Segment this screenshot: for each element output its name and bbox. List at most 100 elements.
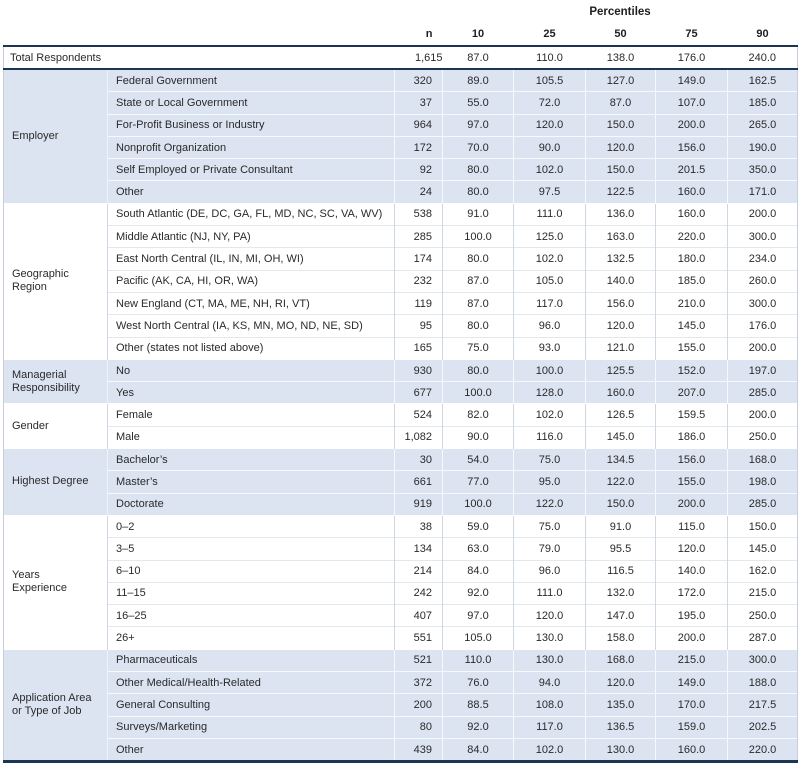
row-label-cell: Male xyxy=(107,425,395,449)
percentile-cell: 120.0 xyxy=(513,113,586,137)
n-cell: 524 xyxy=(394,403,443,427)
percentile-cell: 285.0 xyxy=(726,381,799,404)
percentile-cell: 170.0 xyxy=(655,693,728,717)
percentile-cell: 120.0 xyxy=(655,537,728,561)
percentile-cell: 102.0 xyxy=(513,403,586,427)
percentile-cell: 156.0 xyxy=(655,135,728,159)
percentile-cell: 82.0 xyxy=(442,403,514,427)
percentile-cell: 160.0 xyxy=(585,381,656,404)
percentile-cell: 300.0 xyxy=(726,225,799,248)
percentile-cell: 190.0 xyxy=(726,135,799,159)
percentile-cell: 200.0 xyxy=(726,403,799,427)
percentile-cell: 55.0 xyxy=(442,91,514,115)
percentile-cell: 102.0 xyxy=(513,158,586,181)
percentile-cell: 122.0 xyxy=(585,470,656,494)
total-percentile-cell: 87.0 xyxy=(442,46,514,70)
percentile-cell: 207.0 xyxy=(655,381,728,404)
n-cell: 285 xyxy=(394,225,443,248)
percentile-cell: 130.0 xyxy=(585,737,656,762)
percentile-cell: 97.0 xyxy=(442,113,514,137)
percentile-cell: 158.0 xyxy=(585,626,656,650)
percentile-cell: 127.0 xyxy=(585,68,656,92)
percentile-cell: 197.0 xyxy=(726,358,799,382)
percentile-cell: 79.0 xyxy=(513,537,586,561)
percentile-cell: 115.0 xyxy=(655,514,728,538)
table-row: Other (states not listed above) 165 75.0 93… xyxy=(4,336,799,360)
percentiles-title-row: Percentiles xyxy=(3,2,798,22)
percentile-cell: 93.0 xyxy=(513,336,586,360)
percentile-cell: 168.0 xyxy=(726,448,799,471)
percentile-cell: 200.0 xyxy=(655,113,728,137)
percentile-cell: 168.0 xyxy=(585,648,656,672)
percentile-cell: 116.0 xyxy=(513,425,586,449)
table-row: Nonprofit Organization 172 70.0 90.0 120.0 15… xyxy=(4,135,799,159)
percentile-cell: 100.0 xyxy=(513,358,586,382)
percentile-cell: 91.0 xyxy=(585,514,656,538)
percentile-cell: 185.0 xyxy=(726,91,799,115)
header-spacer xyxy=(3,22,395,47)
percentile-cell: 70.0 xyxy=(442,135,514,159)
percentile-cell: 107.0 xyxy=(655,91,728,115)
percentile-cell: 97.0 xyxy=(442,604,514,627)
table-row: East North Central (IL, IN, MI, OH, WI) 1… xyxy=(4,247,799,271)
percentile-cell: 145.0 xyxy=(585,425,656,449)
percentile-cell: 77.0 xyxy=(442,470,514,494)
table-row: 3–5 134 63.0 79.0 95.5 120.0 145.0 xyxy=(4,537,799,561)
percentile-cell: 116.5 xyxy=(585,559,656,583)
percentile-cell: 95.5 xyxy=(585,537,656,561)
row-label-cell: 3–5 xyxy=(107,537,395,561)
table-row: Other 24 80.0 97.5 122.5 160.0 171.0 xyxy=(4,180,799,204)
percentile-cell: 100.0 xyxy=(442,225,514,248)
percentile-cell: 117.0 xyxy=(513,715,586,739)
percentile-cell: 220.0 xyxy=(726,737,799,762)
percentile-cell: 136.0 xyxy=(585,202,656,226)
percentile-cell: 160.0 xyxy=(655,180,728,204)
percentile-cell: 120.0 xyxy=(585,671,656,694)
row-label-cell: South Atlantic (DE, DC, GA, FL, MD, NC, … xyxy=(107,202,395,226)
percentile-cell: 87.0 xyxy=(442,269,514,293)
n-cell: 1,082 xyxy=(394,425,443,449)
row-label-cell: Surveys/Marketing xyxy=(107,715,395,739)
n-cell: 661 xyxy=(394,470,443,494)
table-body: Employer Federal Government 320 89.0 105.5 12… xyxy=(3,68,799,762)
percentile-cell: 155.0 xyxy=(655,470,728,494)
row-label-cell: Self Employed or Private Consultant xyxy=(107,158,395,181)
percentile-cell: 120.0 xyxy=(585,135,656,159)
n-cell: 232 xyxy=(394,269,443,293)
percentile-cell: 150.0 xyxy=(585,113,656,137)
percentile-cell: 285.0 xyxy=(726,492,799,516)
row-label-cell: Pacific (AK, CA, HI, OR, WA) xyxy=(107,269,395,293)
percentile-cell: 111.0 xyxy=(513,581,586,605)
percentile-cell: 162.0 xyxy=(726,559,799,583)
percentile-cell: 140.0 xyxy=(585,269,656,293)
column-header-90: 90 xyxy=(727,22,798,47)
table-row: 6–10 214 84.0 96.0 116.5 140.0 162.0 xyxy=(4,559,799,583)
percentile-cell: 125.5 xyxy=(585,358,656,382)
percentile-cell: 150.0 xyxy=(585,158,656,181)
row-label-cell: Yes xyxy=(107,381,395,404)
row-label-cell: No xyxy=(107,358,395,382)
percentile-cell: 202.5 xyxy=(726,715,799,739)
n-cell: 172 xyxy=(394,135,443,159)
n-cell: 92 xyxy=(394,158,443,181)
row-label-cell: Pharmaceuticals xyxy=(107,648,395,672)
percentile-cell: 136.5 xyxy=(585,715,656,739)
percentile-cell: 150.0 xyxy=(726,514,799,538)
percentile-cell: 149.0 xyxy=(655,68,728,92)
n-cell: 538 xyxy=(394,202,443,226)
percentile-cell: 147.0 xyxy=(585,604,656,627)
row-label-cell: East North Central (IL, IN, MI, OH, WI) xyxy=(107,247,395,271)
n-cell: 38 xyxy=(394,514,443,538)
row-label-cell: Other Medical/Health-Related xyxy=(107,671,395,694)
n-cell: 37 xyxy=(394,91,443,115)
row-label-cell: Other xyxy=(107,737,395,762)
row-label-cell: Master’s xyxy=(107,470,395,494)
n-cell: 242 xyxy=(394,581,443,605)
percentile-cell: 300.0 xyxy=(726,648,799,672)
column-header-25: 25 xyxy=(513,22,586,47)
category-cell: Gender xyxy=(3,403,108,449)
percentile-cell: 186.0 xyxy=(655,425,728,449)
percentile-cell: 87.0 xyxy=(442,291,514,315)
column-header-10: 10 xyxy=(442,22,514,47)
column-header-50: 50 xyxy=(585,22,656,47)
